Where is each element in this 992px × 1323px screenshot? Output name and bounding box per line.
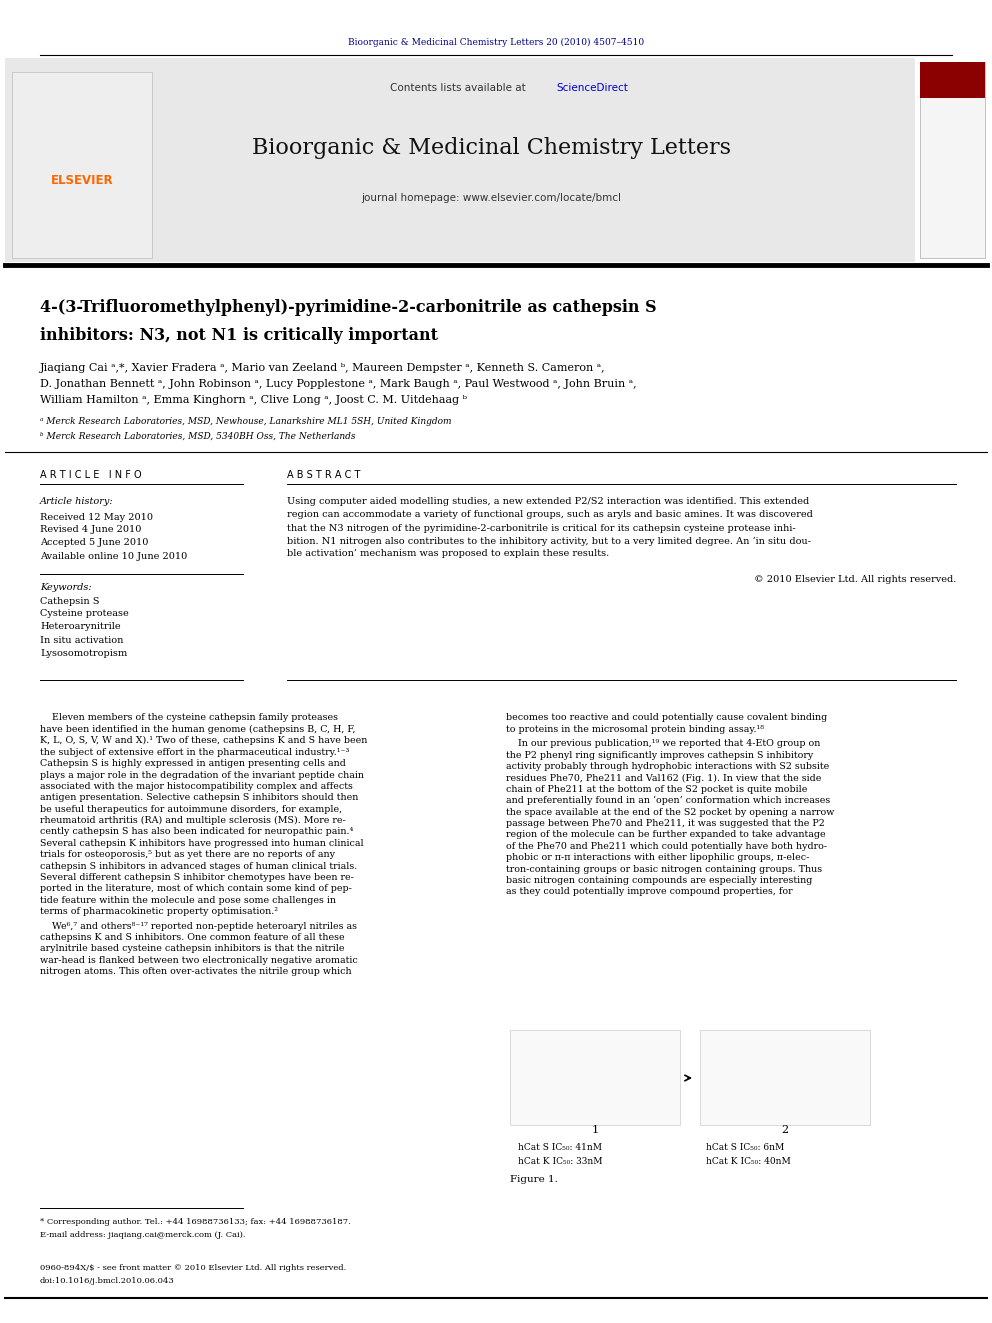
Text: hCat K IC₅₀: 33nM: hCat K IC₅₀: 33nM — [518, 1156, 602, 1166]
FancyBboxPatch shape — [700, 1031, 870, 1125]
Text: 2: 2 — [782, 1125, 789, 1135]
Text: Several cathepsin K inhibitors have progressed into human clinical: Several cathepsin K inhibitors have prog… — [40, 839, 364, 848]
Text: antigen presentation. Selective cathepsin S inhibitors should then: antigen presentation. Selective cathepsi… — [40, 794, 358, 802]
Text: In situ activation: In situ activation — [40, 635, 123, 644]
Text: to proteins in the microsomal protein binding assay.¹⁸: to proteins in the microsomal protein bi… — [506, 725, 764, 734]
Text: We⁶,⁷ and others⁸⁻¹⁷ reported non-peptide heteroaryl nitriles as: We⁶,⁷ and others⁸⁻¹⁷ reported non-peptid… — [40, 922, 357, 930]
Text: cathepsin S inhibitors in advanced stages of human clinical trials.: cathepsin S inhibitors in advanced stage… — [40, 861, 357, 871]
FancyBboxPatch shape — [12, 71, 152, 258]
Text: * Corresponding author. Tel.: +44 16988736133; fax: +44 16988736187.: * Corresponding author. Tel.: +44 169887… — [40, 1218, 351, 1226]
Text: cathepsins K and S inhibitors. One common feature of all these: cathepsins K and S inhibitors. One commo… — [40, 933, 344, 942]
Text: tron-containing groups or basic nitrogen containing groups. Thus: tron-containing groups or basic nitrogen… — [506, 865, 822, 873]
Text: 1: 1 — [591, 1125, 598, 1135]
Text: doi:10.1016/j.bmcl.2010.06.043: doi:10.1016/j.bmcl.2010.06.043 — [40, 1277, 175, 1285]
FancyBboxPatch shape — [920, 62, 985, 98]
Text: region can accommodate a variety of functional groups, such as aryls and basic a: region can accommodate a variety of func… — [287, 511, 812, 520]
Text: A R T I C L E   I N F O: A R T I C L E I N F O — [40, 470, 142, 480]
Text: Bioorganic & Medicinal Chemistry Letters: Bioorganic & Medicinal Chemistry Letters — [252, 138, 730, 159]
Text: bition. N1 nitrogen also contributes to the inhibitory activity, but to a very l: bition. N1 nitrogen also contributes to … — [287, 536, 811, 545]
Text: Cathepsin S is highly expressed in antigen presenting cells and: Cathepsin S is highly expressed in antig… — [40, 759, 346, 769]
Text: Figure 1.: Figure 1. — [510, 1176, 558, 1184]
Text: basic nitrogen containing compounds are especially interesting: basic nitrogen containing compounds are … — [506, 876, 812, 885]
Text: region of the molecule can be further expanded to take advantage: region of the molecule can be further ex… — [506, 831, 825, 840]
Text: the space available at the end of the S2 pocket by opening a narrow: the space available at the end of the S2… — [506, 808, 834, 816]
Text: Bioorganic & Medicinal Chemistry Letters 20 (2010) 4507–4510: Bioorganic & Medicinal Chemistry Letters… — [348, 37, 644, 46]
Text: cently cathepsin S has also been indicated for neuropathic pain.⁴: cently cathepsin S has also been indicat… — [40, 827, 353, 836]
Text: be useful therapeutics for autoimmune disorders, for example,: be useful therapeutics for autoimmune di… — [40, 804, 342, 814]
Text: 4-(3-Trifluoromethylphenyl)-pyrimidine-2-carbonitrile as cathepsin S: 4-(3-Trifluoromethylphenyl)-pyrimidine-2… — [40, 299, 657, 316]
Text: ELSEVIER: ELSEVIER — [51, 173, 113, 187]
Text: that the N3 nitrogen of the pyrimidine-2-carbonitrile is critical for its cathep: that the N3 nitrogen of the pyrimidine-2… — [287, 524, 796, 532]
Text: Lysosomotropism: Lysosomotropism — [40, 648, 127, 658]
Text: have been identified in the human genome (cathepsins B, C, H, F,: have been identified in the human genome… — [40, 725, 355, 734]
FancyBboxPatch shape — [5, 58, 915, 262]
Text: activity probably through hydrophobic interactions with S2 subsite: activity probably through hydrophobic in… — [506, 762, 829, 771]
Text: residues Phe70, Phe211 and Val162 (Fig. 1). In view that the side: residues Phe70, Phe211 and Val162 (Fig. … — [506, 774, 821, 783]
Text: Keywords:: Keywords: — [40, 582, 91, 591]
Text: hCat K IC₅₀: 40nM: hCat K IC₅₀: 40nM — [706, 1156, 791, 1166]
Text: William Hamilton ᵃ, Emma Kinghorn ᵃ, Clive Long ᵃ, Joost C. M. Uitdehaag ᵇ: William Hamilton ᵃ, Emma Kinghorn ᵃ, Cli… — [40, 396, 467, 405]
Text: E-mail address: jiaqiang.cai@merck.com (J. Cai).: E-mail address: jiaqiang.cai@merck.com (… — [40, 1230, 245, 1240]
FancyBboxPatch shape — [920, 62, 985, 258]
Text: Cathepsin S: Cathepsin S — [40, 597, 99, 606]
Text: Accepted 5 June 2010: Accepted 5 June 2010 — [40, 538, 149, 548]
Text: Available online 10 June 2010: Available online 10 June 2010 — [40, 552, 187, 561]
Text: trials for osteoporosis,⁵ but as yet there are no reports of any: trials for osteoporosis,⁵ but as yet the… — [40, 851, 335, 860]
Text: Article history:: Article history: — [40, 497, 114, 507]
Text: terms of pharmacokinetic property optimisation.²: terms of pharmacokinetic property optimi… — [40, 908, 278, 917]
Text: rheumatoid arthritis (RA) and multiple sclerosis (MS). More re-: rheumatoid arthritis (RA) and multiple s… — [40, 816, 346, 826]
Text: © 2010 Elsevier Ltd. All rights reserved.: © 2010 Elsevier Ltd. All rights reserved… — [754, 576, 956, 585]
FancyBboxPatch shape — [510, 1031, 680, 1125]
Text: K, L, O, S, V, W and X).¹ Two of these, cathepsins K and S have been: K, L, O, S, V, W and X).¹ Two of these, … — [40, 736, 367, 745]
Text: In our previous publication,¹⁹ we reported that 4-EtO group on: In our previous publication,¹⁹ we report… — [506, 740, 820, 749]
Text: Several different cathepsin S inhibitor chemotypes have been re-: Several different cathepsin S inhibitor … — [40, 873, 354, 882]
Text: Received 12 May 2010: Received 12 May 2010 — [40, 512, 153, 521]
Text: passage between Phe70 and Phe211, it was suggested that the P2: passage between Phe70 and Phe211, it was… — [506, 819, 824, 828]
Text: hCat S IC₅₀: 41nM: hCat S IC₅₀: 41nM — [518, 1143, 602, 1152]
Text: plays a major role in the degradation of the invariant peptide chain: plays a major role in the degradation of… — [40, 770, 364, 779]
Text: war-head is flanked between two electronically negative aromatic: war-head is flanked between two electron… — [40, 957, 358, 964]
Text: inhibitors: N3, not N1 is critically important: inhibitors: N3, not N1 is critically imp… — [40, 328, 438, 344]
Text: the P2 phenyl ring significantly improves cathepsin S inhibitory: the P2 phenyl ring significantly improve… — [506, 750, 813, 759]
Text: arylnitrile based cysteine cathepsin inhibitors is that the nitrile: arylnitrile based cysteine cathepsin inh… — [40, 945, 344, 954]
Text: ported in the literature, most of which contain some kind of pep-: ported in the literature, most of which … — [40, 885, 352, 893]
Text: of the Phe70 and Phe211 which could potentially have both hydro-: of the Phe70 and Phe211 which could pote… — [506, 841, 827, 851]
Text: Eleven members of the cysteine cathepsin family proteases: Eleven members of the cysteine cathepsin… — [40, 713, 338, 722]
Text: A B S T R A C T: A B S T R A C T — [287, 470, 360, 480]
Text: journal homepage: www.elsevier.com/locate/bmcl: journal homepage: www.elsevier.com/locat… — [361, 193, 621, 202]
Text: phobic or π-π interactions with either lipophilic groups, π-elec-: phobic or π-π interactions with either l… — [506, 853, 809, 863]
Text: ble activation’ mechanism was proposed to explain these results.: ble activation’ mechanism was proposed t… — [287, 549, 609, 558]
Text: ᵇ Merck Research Laboratories, MSD, 5340BH Oss, The Netherlands: ᵇ Merck Research Laboratories, MSD, 5340… — [40, 431, 355, 441]
Text: Heteroarynitrile: Heteroarynitrile — [40, 623, 121, 631]
Text: hCat S IC₅₀: 6nM: hCat S IC₅₀: 6nM — [706, 1143, 785, 1152]
Text: Cysteine protease: Cysteine protease — [40, 610, 129, 618]
Text: associated with the major histocompatibility complex and affects: associated with the major histocompatibi… — [40, 782, 353, 791]
Text: Contents lists available at: Contents lists available at — [390, 83, 529, 93]
Text: nitrogen atoms. This often over-activates the nitrile group which: nitrogen atoms. This often over-activate… — [40, 967, 351, 976]
Text: ScienceDirect: ScienceDirect — [556, 83, 628, 93]
Text: the subject of extensive effort in the pharmaceutical industry.¹⁻³: the subject of extensive effort in the p… — [40, 747, 349, 757]
Text: ᵃ Merck Research Laboratories, MSD, Newhouse, Lanarkshire ML1 5SH, United Kingdo: ᵃ Merck Research Laboratories, MSD, Newh… — [40, 418, 451, 426]
Text: Using computer aided modelling studies, a new extended P2/S2 interaction was ide: Using computer aided modelling studies, … — [287, 497, 809, 507]
Text: Revised 4 June 2010: Revised 4 June 2010 — [40, 525, 142, 534]
Text: becomes too reactive and could potentially cause covalent binding: becomes too reactive and could potential… — [506, 713, 827, 722]
Text: Jiaqiang Cai ᵃ,*, Xavier Fradera ᵃ, Mario van Zeeland ᵇ, Maureen Dempster ᵃ, Ken: Jiaqiang Cai ᵃ,*, Xavier Fradera ᵃ, Mari… — [40, 363, 606, 373]
Text: D. Jonathan Bennett ᵃ, John Robinson ᵃ, Lucy Popplestone ᵃ, Mark Baugh ᵃ, Paul W: D. Jonathan Bennett ᵃ, John Robinson ᵃ, … — [40, 378, 637, 389]
Text: 0960-894X/$ - see front matter © 2010 Elsevier Ltd. All rights reserved.: 0960-894X/$ - see front matter © 2010 El… — [40, 1263, 346, 1271]
Text: chain of Phe211 at the bottom of the S2 pocket is quite mobile: chain of Phe211 at the bottom of the S2 … — [506, 785, 807, 794]
Text: and preferentially found in an ‘open’ conformation which increases: and preferentially found in an ‘open’ co… — [506, 796, 830, 806]
Text: tide feature within the molecule and pose some challenges in: tide feature within the molecule and pos… — [40, 896, 336, 905]
Text: as they could potentially improve compound properties, for: as they could potentially improve compou… — [506, 888, 793, 897]
